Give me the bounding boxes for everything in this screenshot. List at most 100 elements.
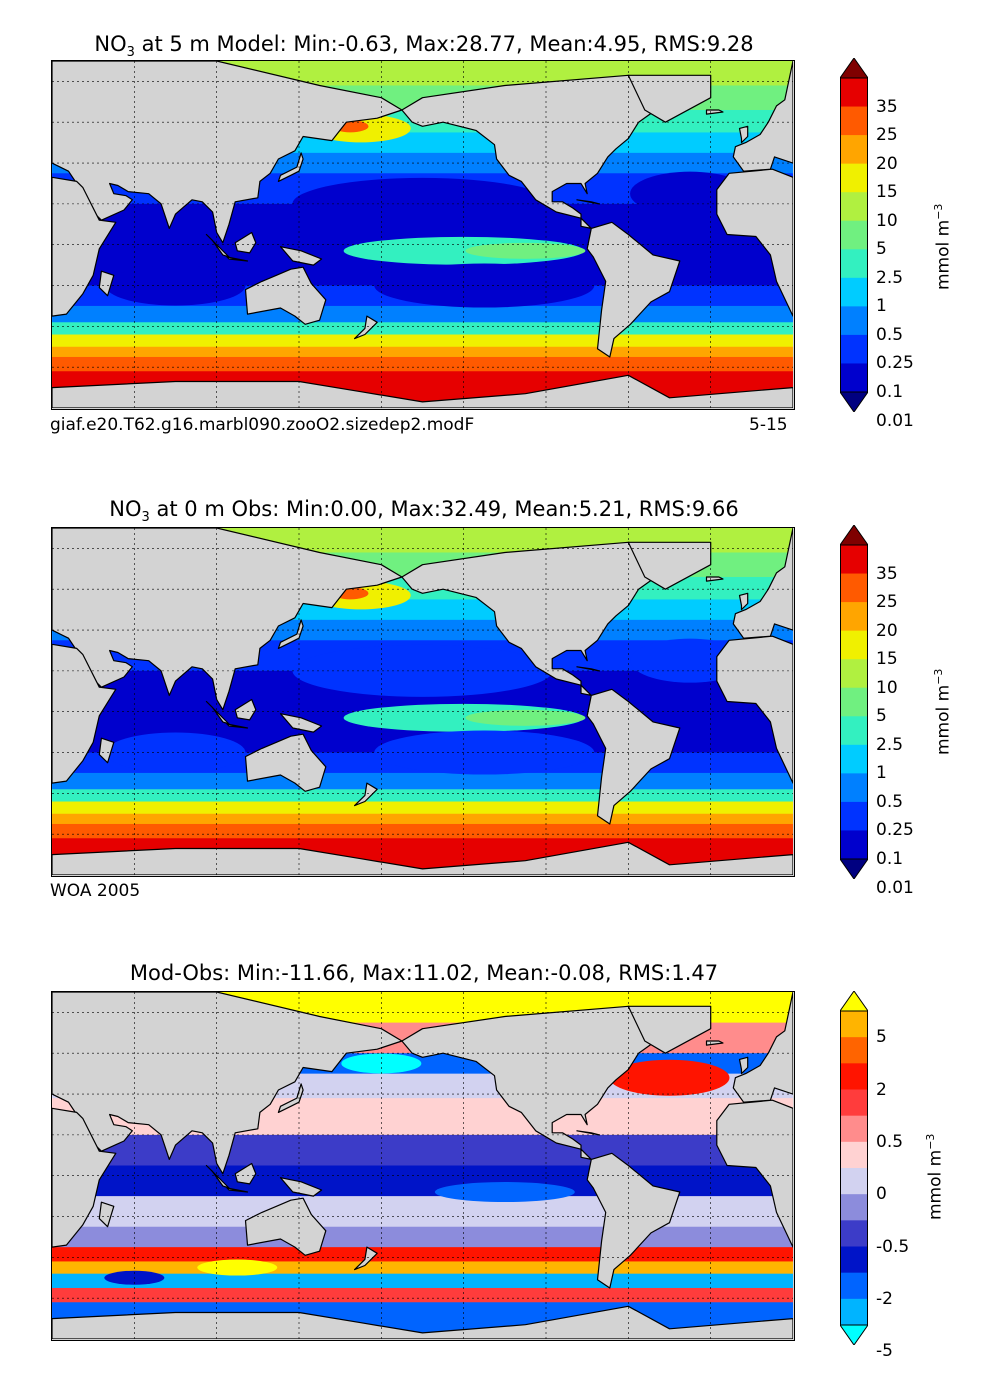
land-uk [738,125,749,144]
land-antarctica [52,841,793,875]
land-eurasia_wrap [732,61,793,172]
colorbar-band [840,163,868,193]
panel1-map [51,60,795,410]
land-eurasia_wrap [732,992,793,1103]
colorbar-band [840,1168,868,1195]
colorbar-extend-min [840,858,868,879]
colorbar-band [840,744,868,774]
panel1-colorbar [840,58,868,412]
land-africa [52,176,117,317]
land-cuba [576,199,601,205]
panel1-unit-label: mmol m−3 [932,203,954,290]
ocean-field [52,61,793,408]
land-borneo [234,231,257,254]
colorbar-frame [840,544,868,860]
land-australia [244,733,327,792]
colorbar-tick-label: 2 [876,1079,887,1100]
colorbar-tick-label: 5 [876,706,887,727]
colorbar-band [840,106,868,136]
field-band [52,1196,793,1228]
colorbar-band [840,1246,868,1274]
colorbar-tick-label: 25 [876,592,898,613]
field-band [52,1261,793,1275]
colorbar-tick-label: 1 [876,763,887,784]
colorbar-band [840,78,868,108]
colorbar-tick-label: 2.5 [876,267,904,288]
colorbar-band [840,1272,868,1300]
field-band [52,1226,793,1249]
colorbar-band [840,602,868,632]
land-eurasia [52,61,403,244]
panel3-colorbar [840,991,868,1345]
ocean-field [52,528,793,875]
colorbar-tick-label: -2 [876,1288,893,1309]
field-anomaly [197,1259,278,1276]
colorbar-band [840,1298,868,1326]
colorbar-band [840,334,868,364]
colorbar-band [840,1141,868,1169]
colorbar-band [840,1037,868,1064]
land-japan [277,619,304,650]
colorbar-band [840,801,868,831]
field-band [52,823,793,840]
colorbar-tick-label: 0.25 [876,820,914,841]
colorbar-band [840,545,868,575]
field-gyre [374,263,595,308]
land-southamerica [586,688,681,825]
colorbar-band [840,277,868,307]
panel2-map-field [52,528,793,875]
colorbar-band [840,135,868,165]
land-sumatra [205,233,230,258]
panel3-map [51,991,795,1341]
field-band [52,1287,793,1304]
colorbar-band [840,1011,868,1038]
colorbar-tick-label: 1 [876,296,887,317]
land-southamerica [586,1152,681,1289]
land-newguinea [279,713,323,733]
field-band [52,334,793,348]
colorbar-band [840,716,868,746]
colorbar-band [840,1220,868,1247]
land-uk [738,1056,749,1075]
colorbar-band [840,220,868,250]
field-anomaly [434,1182,575,1203]
colorbar-frame [840,77,868,393]
colorbar-extend-max [840,991,868,1012]
land-eurasia [52,992,403,1175]
field-band [52,322,793,336]
colorbar-band [840,687,868,717]
panel2-colorbar [840,525,868,879]
land-greenland [627,1005,712,1054]
colorbar-band [840,830,868,860]
field-band [52,813,793,825]
land-eurasia [52,528,403,711]
land-borneo [234,1162,257,1185]
colorbar-tick-label: 5 [876,1027,887,1048]
field-band [52,346,793,358]
colorbar-tick-label: 10 [876,210,898,231]
field-band [52,801,793,815]
colorbar-tick-label: 0.01 [876,877,914,898]
ocean-field [52,992,793,1339]
colorbar-tick-label: 0.25 [876,353,914,374]
field-gyre [105,265,246,306]
field-band [52,1247,793,1263]
panel2-footer-left: WOA 2005 [50,881,141,901]
land-sumatra [205,1164,230,1189]
land-antarctica [52,374,793,408]
colorbar-band [840,573,868,603]
land-australia [244,266,327,325]
colorbar-band [840,1115,868,1143]
colorbar-band [840,249,868,279]
land-borneo [234,698,257,721]
field-band [52,305,793,324]
land-antarctica [52,1305,793,1339]
field-band [52,1165,793,1198]
land-africa_wrap [716,635,793,784]
panel2-map [51,527,795,877]
field-upwelling-core [465,709,586,726]
land-madagascar [98,270,115,297]
land-africa [52,643,117,784]
land-uk [738,592,749,611]
land-nz [354,315,378,340]
